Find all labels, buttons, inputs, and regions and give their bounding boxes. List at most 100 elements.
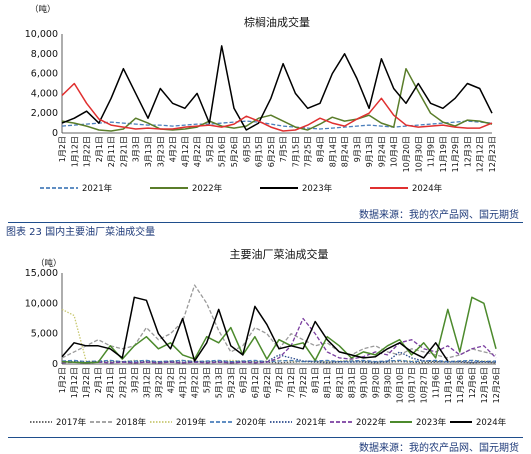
chart-2-xtick-7: 3月12日 [142, 367, 151, 398]
chart-1-xtick-29: 10月30日 [414, 136, 423, 172]
chart-2-series-line-6 [61, 296, 497, 364]
chart-2-xtick-9: 4月2日 [167, 367, 176, 393]
chart-1-xtick-32: 11月29日 [451, 136, 460, 172]
chart-1-xtick-33: 12月3日 [463, 136, 472, 167]
chart-1-xtick-1: 1月12日 [70, 136, 79, 167]
chart-2-xtick-21: 8月1日 [311, 367, 320, 393]
chart-1-xtick-12: 5月2日 [205, 136, 214, 162]
chart-1-xtick-9: 4月2日 [169, 136, 178, 162]
chart-1-xtick-8: 3月23日 [156, 136, 165, 167]
chart-2-legend-label-1: 2018年 [116, 417, 147, 428]
chart-2-xtick-14: 5月23日 [227, 367, 236, 398]
chart-1-xtick-28: 10月20日 [402, 136, 411, 172]
chart-2-xtick-20: 7月22日 [299, 367, 308, 398]
chart-1-xtick-2: 1月22日 [83, 136, 92, 167]
chart-1-xtick-26: 9月24日 [377, 136, 386, 167]
chart-2-xtick-29: 10月17日 [408, 367, 417, 403]
chart-1-xtick-25: 9月13日 [365, 136, 374, 167]
chart-1-xtick-3: 2月1日 [95, 136, 104, 162]
chart-2-series-line-1 [61, 284, 497, 359]
chart-2-unit-label: （吨） [36, 258, 62, 269]
chart-1-xtick-24: 9月3日 [353, 136, 362, 162]
chart-1-xtick-31: 11月19日 [439, 136, 448, 172]
chart-1-xtick-10: 4月12日 [181, 136, 190, 167]
chart-2-series-line-5 [61, 317, 497, 364]
chart-1-xtick-4: 2月11日 [107, 136, 116, 167]
chart-1-ytick-5: 10,000 [25, 29, 58, 40]
chart-1-series-line-3 [61, 82, 493, 132]
chart-1-xtick-11: 4月22日 [193, 136, 202, 167]
chart-2-xtick-31: 11月6日 [432, 367, 441, 398]
chart-2-source: 数据来源：我的农产品网、国元期货 [359, 443, 519, 454]
chart-1-xtick-13: 5月16日 [218, 136, 227, 167]
chart-2-xtick-36: 12月26日 [492, 367, 501, 403]
chart-1-xtick-7: 3月13日 [144, 136, 153, 167]
divider-line-bottom [8, 437, 523, 438]
chart-2-ytick-1: 5,000 [31, 329, 58, 340]
chart-2-legend-label-5: 2022年 [356, 417, 387, 428]
chart-1-xtick-20: 7月25日 [304, 136, 313, 167]
chart-2-xtick-13: 5月13日 [215, 367, 224, 398]
chart-1-legend-label-2: 2023年 [302, 183, 333, 194]
chart-2-xtick-0: 1月2日 [58, 367, 67, 393]
chart-2-xtick-6: 3月2日 [130, 367, 139, 393]
chart-2-xtick-10: 4月12日 [179, 367, 188, 398]
divider-line-top [8, 222, 523, 223]
chart-1-ytick-4: 8,000 [31, 49, 58, 60]
chart-1-xtick-23: 8月24日 [341, 136, 350, 167]
chart-1-unit-label: （吨） [30, 4, 56, 15]
chart-2-xtick-30: 10月27日 [420, 367, 429, 403]
chart-2-xtick-24: 8月31日 [347, 367, 356, 398]
chart-2-xtick-19: 7月12日 [287, 367, 296, 398]
chart-1-xtick-0: 1月2日 [58, 136, 67, 162]
chart-2-xtick-34: 12月6日 [468, 367, 477, 398]
chart-2-xtick-23: 8月21日 [335, 367, 344, 398]
chart-2-ytick-3: 15,000 [25, 268, 58, 279]
chart-1-xtick-18: 7月5日 [279, 136, 288, 162]
chart-1-legend-label-0: 2021年 [82, 183, 113, 194]
chart-2-legend-label-7: 2024年 [476, 417, 507, 428]
chart-1-xtick-30: 11月9日 [427, 136, 436, 167]
chart-2-legend-label-2: 2019年 [176, 417, 207, 428]
chart-2-xtick-22: 8月11日 [323, 367, 332, 398]
chart-2-ytick-2: 10,000 [25, 298, 58, 309]
chart-2-title: 主要油厂菜油成交量 [230, 247, 329, 261]
chart-1-xtick-6: 3月3日 [132, 136, 141, 162]
chart-1-ytick-2: 4,000 [31, 88, 58, 99]
chart-2-xtick-11: 4月22日 [191, 367, 200, 398]
chart-1-series-line-2 [61, 45, 493, 131]
chart-2-ytick-0: 0 [52, 359, 58, 370]
chart-1-xtick-19: 7月15日 [291, 136, 300, 167]
chart-2-xtick-8: 3月22日 [154, 367, 163, 398]
chart-2-xtick-12: 5月3日 [203, 367, 212, 393]
chart-2-xtick-28: 10月10日 [396, 367, 405, 403]
chart-1-source: 数据来源：我的农产品网、国元期货 [359, 210, 519, 221]
chart-2-legend-label-4: 2021年 [296, 417, 327, 428]
chart-2-xtick-5: 2月21日 [118, 367, 127, 398]
chart-2-caption: 图表 23 国内主要油厂菜油成交量 [6, 227, 156, 238]
chart-1-xtick-5: 2月21日 [119, 136, 128, 167]
chart-1-xtick-22: 8月14日 [328, 136, 337, 167]
chart-1-xtick-14: 5月26日 [230, 136, 239, 167]
chart-2-xtick-17: 6月22日 [263, 367, 272, 398]
chart-2-xtick-2: 1月22日 [82, 367, 91, 398]
chart-1-ytick-0: 0 [52, 128, 58, 139]
chart-2-xtick-18: 7月2日 [275, 367, 284, 393]
chart-1-ytick-1: 2,000 [31, 108, 58, 119]
chart-2-xtick-15: 6月2日 [239, 367, 248, 393]
chart-2-xtick-33: 11月26日 [456, 367, 465, 403]
chart-1-xtick-16: 6月15日 [255, 136, 264, 167]
chart-1-xtick-21: 8月4日 [316, 136, 325, 162]
chart-1-xtick-34: 12月12日 [476, 136, 485, 172]
chart-1-xtick-15: 6月5日 [242, 136, 251, 162]
chart-1-xtick-27: 10月4日 [390, 136, 399, 167]
chart-2-xtick-35: 12月16日 [480, 367, 489, 403]
chart-2-xtick-25: 9月10日 [359, 367, 368, 398]
chart-1-title: 棕榈油成交量 [244, 15, 310, 29]
chart-2-xtick-27: 9月30日 [384, 367, 393, 398]
chart-1-legend-label-3: 2024年 [412, 183, 443, 194]
chart-2-xtick-3: 2月1日 [94, 367, 103, 393]
chart-2-xtick-32: 11月16日 [444, 367, 453, 403]
chart-1-xtick-17: 6月25日 [267, 136, 276, 167]
